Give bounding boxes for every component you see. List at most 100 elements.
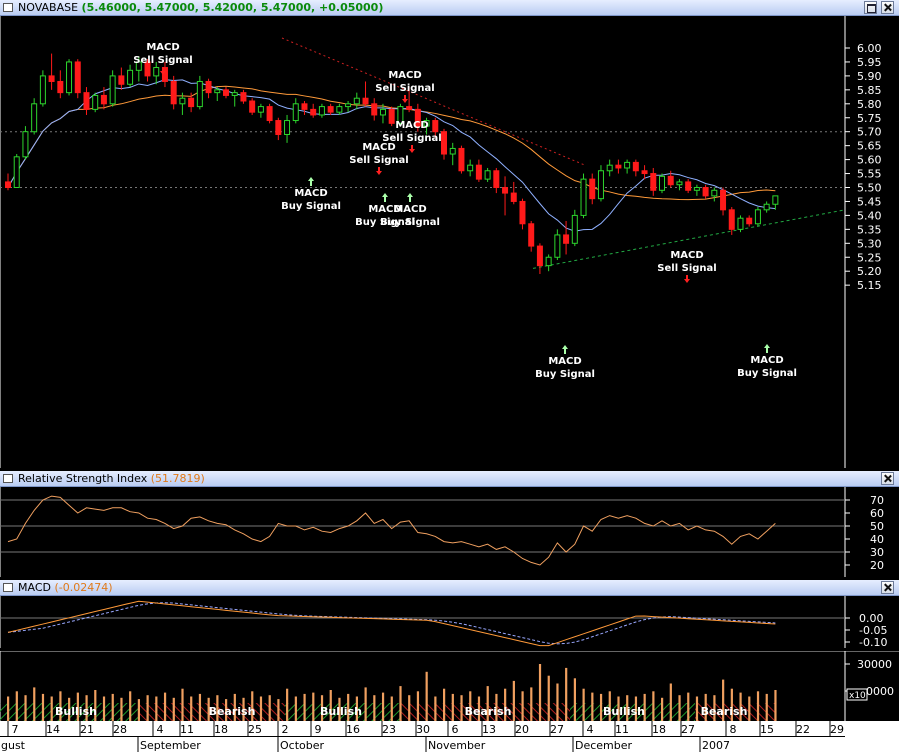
volume-tick-label: 0000 <box>866 685 894 698</box>
signal-label-line2: Sell Signal <box>382 133 441 144</box>
price-tick-label: 5.85 <box>857 84 882 97</box>
macd-value: (-0.02474) <box>54 581 113 594</box>
candle-body-down <box>458 147 465 172</box>
signal-label-line1: MACD <box>548 356 581 367</box>
signal-label-line1: MACD <box>670 250 703 261</box>
candle-body-down <box>475 164 482 180</box>
volume-bar <box>329 690 332 721</box>
volume-bar <box>225 699 228 721</box>
price-chart[interactable]: 6.005.955.905.855.805.755.705.655.605.55… <box>0 16 899 468</box>
signal-label-line1: MACD <box>750 355 783 366</box>
candle <box>92 92 99 113</box>
day-label: 23 <box>382 723 396 736</box>
candle-body-down <box>702 187 709 197</box>
volume-bar <box>626 695 629 721</box>
rsi-tick-label: 40 <box>870 533 884 546</box>
macd-chart[interactable]: 0.00-0.05-0.10 <box>0 596 899 648</box>
candle-body-up <box>580 178 587 216</box>
price-tick-label: 5.30 <box>857 237 882 250</box>
date-axis[interactable]: 7 14 21 28 4 11 18 25 2 9 16 23 30 6 13 20 27 4 11 18 27 8 15 2… <box>0 721 899 752</box>
signal-label-line1: MACD <box>395 120 428 131</box>
volume-bar <box>399 686 402 721</box>
macd-tick-label: 0.00 <box>859 612 884 625</box>
candle <box>345 101 352 113</box>
candle <box>5 173 11 191</box>
signal-label-line2: Sell Signal <box>657 263 716 274</box>
candle-body-up <box>292 103 299 122</box>
volume-bar <box>33 687 36 721</box>
down-trendline <box>281 37 586 166</box>
candle-body-down <box>57 80 64 94</box>
volume-bar <box>111 693 114 721</box>
volume-tick-label: 30000 <box>857 658 892 671</box>
volume-bar <box>634 696 638 721</box>
candle <box>371 98 378 121</box>
candle <box>13 154 20 188</box>
candle-body-up <box>336 106 343 113</box>
multiplier-box <box>846 688 868 701</box>
day-label: 7 <box>12 723 19 736</box>
rsi-name: Relative Strength Index <box>18 472 148 485</box>
candle-body-down <box>249 100 256 113</box>
volume-bar <box>102 696 106 721</box>
candle <box>310 103 317 118</box>
volume-bar <box>687 692 690 721</box>
signal-label-line2: Buy Signal <box>281 201 341 212</box>
rsi-tick-label: 60 <box>870 507 884 520</box>
candle-body-up <box>284 120 291 135</box>
day-label: 8 <box>730 723 737 736</box>
volume-bar <box>373 695 376 721</box>
candle-body-up <box>179 97 186 105</box>
symbol-name: NOVABASE <box>18 1 79 14</box>
candle <box>196 75 203 110</box>
close-button[interactable] <box>881 581 894 594</box>
maximize-button[interactable] <box>864 1 877 14</box>
up-trendline <box>532 209 846 269</box>
candle-body-up <box>153 67 160 77</box>
volume-bar <box>7 696 10 721</box>
volume-bar <box>722 679 725 721</box>
day-label: 4 <box>587 723 594 736</box>
candle-body-down <box>371 103 378 116</box>
day-label: 6 <box>452 723 459 736</box>
candle <box>74 59 81 99</box>
volume-bar <box>277 699 280 721</box>
day-label: 25 <box>248 723 262 736</box>
regime-band <box>140 703 285 721</box>
day-label: 15 <box>760 723 774 736</box>
macd-sell-signal: MACD Sell Signal <box>382 120 442 153</box>
price-tick-label: 5.95 <box>857 56 882 69</box>
price-tick-label: 6.00 <box>857 42 882 55</box>
close-button[interactable] <box>881 1 894 14</box>
rsi-value: (51.7819) <box>150 472 205 485</box>
regime-label: Bullish <box>320 705 362 718</box>
candle <box>536 243 543 274</box>
candle <box>702 184 709 199</box>
day-label: 27 <box>681 723 695 736</box>
day-label: 11 <box>615 723 629 736</box>
candle <box>458 145 465 174</box>
day-label: 29 <box>830 723 844 736</box>
candle <box>31 98 38 135</box>
macd-line <box>7 600 776 647</box>
day-label: 2 <box>282 723 289 736</box>
volume-chart[interactable]: Bullish Bearish Bullish Bearish Bullish Beari… <box>0 651 899 721</box>
rsi-pane-titlebar[interactable]: Relative Strength Index (51.7819) <box>0 471 899 487</box>
price-pane-titlebar[interactable]: NOVABASE (5.46000, 5.47000, 5.42000, 5.4… <box>0 0 899 16</box>
candle-body-down <box>563 234 570 244</box>
candle <box>597 165 604 202</box>
day-label: 21 <box>80 723 94 736</box>
candle <box>650 167 657 196</box>
macd-pane-titlebar[interactable]: MACD (-0.02474) <box>0 580 899 596</box>
close-button[interactable] <box>881 472 894 485</box>
volume-y-labels: 30000 0000 <box>845 658 894 698</box>
regime-band <box>400 703 570 721</box>
candle <box>231 89 238 107</box>
candle <box>502 176 509 216</box>
candle <box>737 215 744 233</box>
volume-bar <box>582 688 585 721</box>
candle <box>318 103 325 118</box>
price-tick-label: 5.65 <box>857 140 882 153</box>
candle <box>467 159 474 177</box>
